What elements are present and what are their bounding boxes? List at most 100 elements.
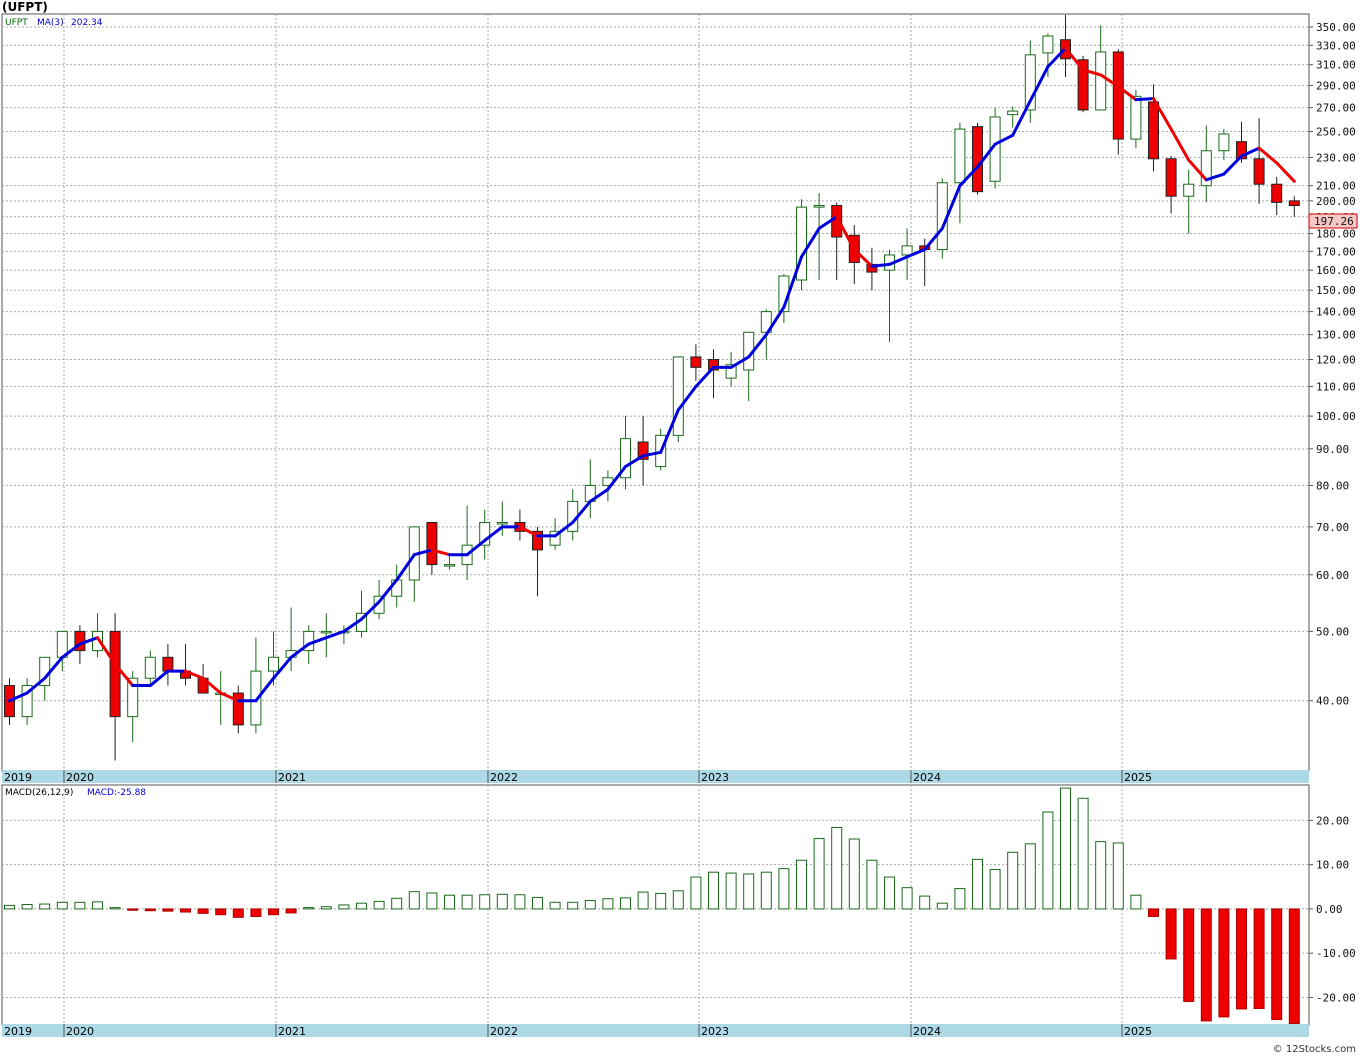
ma3-segment bbox=[1257, 146, 1279, 165]
candle-body bbox=[268, 656, 279, 672]
ma3-segment bbox=[1204, 172, 1226, 182]
price-tick-label: 330.00 bbox=[1316, 39, 1356, 52]
candle-body bbox=[1236, 141, 1247, 160]
candle-body bbox=[127, 677, 139, 718]
price-candle bbox=[232, 685, 244, 734]
ma3-segment bbox=[659, 408, 680, 454]
macd-bar bbox=[1253, 908, 1265, 1010]
macd-bar bbox=[444, 894, 455, 910]
candle-body bbox=[1253, 158, 1265, 185]
ma3-segment bbox=[1081, 68, 1103, 77]
watermark: © 12Stocks.com bbox=[1273, 1044, 1356, 1055]
macd-bar bbox=[144, 908, 156, 912]
price-tick-label: 110.00 bbox=[1316, 381, 1356, 394]
ma3-segment bbox=[43, 655, 64, 680]
price-legend-ma-value: 202.34 bbox=[71, 18, 103, 28]
ma3-segment bbox=[1099, 73, 1120, 89]
year-label: 2023 bbox=[701, 1025, 729, 1038]
year-label: 2022 bbox=[490, 771, 518, 784]
macd-bar bbox=[250, 908, 262, 917]
macd-bar bbox=[338, 904, 350, 910]
price-candle bbox=[1183, 169, 1195, 234]
price-tick-label: 70.00 bbox=[1316, 521, 1349, 534]
ma3-segment bbox=[342, 617, 363, 633]
price-tick-label: 50.00 bbox=[1316, 625, 1349, 638]
ma3-segment bbox=[113, 662, 135, 688]
candle-body bbox=[725, 364, 737, 379]
ma3-segment bbox=[588, 487, 610, 503]
macd-bar bbox=[796, 859, 807, 910]
year-label: 2023 bbox=[701, 771, 729, 784]
candle-body bbox=[532, 530, 543, 551]
macd-bar bbox=[725, 872, 737, 910]
price-candle bbox=[620, 416, 631, 490]
price-candle bbox=[796, 199, 807, 291]
ma3-line bbox=[8, 46, 1296, 703]
macd-bar bbox=[180, 908, 191, 913]
price-candle bbox=[690, 344, 702, 381]
price-candle bbox=[250, 637, 262, 734]
price-year-gridlines bbox=[63, 14, 1123, 770]
candle-body bbox=[620, 438, 631, 479]
macd-bar bbox=[1007, 851, 1019, 910]
price-candle bbox=[901, 228, 913, 281]
price-legend-symbol: UFPT bbox=[5, 18, 28, 28]
macd-bar bbox=[4, 904, 15, 910]
candle-body bbox=[1007, 110, 1019, 116]
ma3-segment bbox=[606, 465, 627, 491]
macd-bar bbox=[1112, 842, 1124, 910]
price-candle bbox=[1165, 156, 1177, 214]
ma3-segment bbox=[870, 262, 891, 268]
ma3-segment bbox=[272, 655, 293, 680]
macd-bar bbox=[1236, 908, 1247, 1010]
price-tick-label: 120.00 bbox=[1316, 353, 1356, 366]
price-candle bbox=[444, 554, 455, 570]
macd-bar bbox=[479, 894, 491, 910]
macd-bar bbox=[391, 897, 403, 910]
candle-body bbox=[1271, 183, 1283, 203]
macd-bar bbox=[1148, 908, 1159, 917]
ma3-segment bbox=[1011, 99, 1032, 137]
ma3-segment bbox=[905, 247, 927, 259]
macd-tick-label: -10.00 bbox=[1316, 947, 1356, 960]
year-label: 2019 bbox=[4, 771, 32, 784]
year-label: 2021 bbox=[278, 1025, 306, 1038]
macd-bar bbox=[285, 908, 297, 914]
ma3-segment bbox=[395, 553, 416, 582]
ma3-segment bbox=[96, 636, 117, 666]
price-candle bbox=[672, 356, 684, 443]
price-tick-label: 90.00 bbox=[1316, 443, 1349, 456]
macd-bar bbox=[215, 908, 227, 916]
ma3-segment bbox=[60, 642, 82, 659]
price-tick-label: 250.00 bbox=[1316, 126, 1356, 139]
ma3-segment bbox=[483, 525, 504, 542]
macd-bar bbox=[584, 900, 596, 910]
ma3-segment bbox=[817, 215, 839, 230]
year-label: 2020 bbox=[66, 1025, 94, 1038]
macd-bar bbox=[162, 908, 174, 912]
macd-y-axis: 20.00 10.00 0.00 -10.00 -20.00 bbox=[1309, 814, 1356, 1004]
price-candle bbox=[144, 650, 156, 686]
ma3-segment bbox=[641, 450, 663, 458]
ma3-segment bbox=[1169, 127, 1191, 162]
price-tick-label: 140.00 bbox=[1316, 306, 1356, 319]
macd-bar bbox=[1218, 908, 1230, 1018]
macd-bar bbox=[303, 907, 315, 910]
ma3-segment bbox=[729, 355, 751, 369]
macd-bar bbox=[567, 901, 579, 910]
last-price-label: 197.26 bbox=[1314, 215, 1354, 228]
candle-body bbox=[1148, 101, 1159, 160]
ma3-segment bbox=[976, 142, 997, 169]
macd-bar bbox=[373, 900, 385, 910]
ma3-segment bbox=[1187, 158, 1208, 182]
ma3-segment bbox=[148, 669, 170, 688]
ma3-segment bbox=[923, 226, 944, 251]
ma3-segment bbox=[852, 247, 874, 268]
ma3-segment bbox=[993, 133, 1015, 146]
price-gridlines bbox=[2, 26, 1309, 702]
macd-bar bbox=[268, 908, 279, 916]
year-label: 2019 bbox=[4, 1025, 32, 1038]
year-label: 2021 bbox=[278, 771, 306, 784]
ma3-segment bbox=[1222, 154, 1243, 176]
